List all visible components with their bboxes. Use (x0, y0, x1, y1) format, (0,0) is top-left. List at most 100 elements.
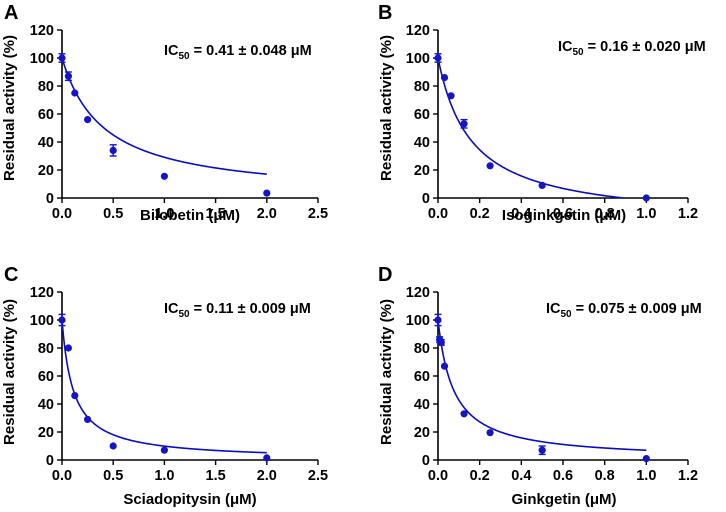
data-point (440, 74, 449, 82)
y-tick-label: 120 (30, 285, 54, 301)
panel-letter: A (4, 2, 18, 24)
data-point (447, 92, 455, 100)
data-point (642, 455, 650, 463)
ic50-value: = 0.16 ± 0.020 μM (584, 39, 706, 55)
data-point (71, 392, 79, 400)
panel-c: C IC50 = 0.11 ± 0.009 μM Residual activi… (1, 264, 328, 508)
data-point (84, 116, 92, 124)
data-point (440, 362, 449, 370)
y-tick-label: 80 (414, 341, 430, 357)
y-tick-label: 60 (38, 369, 54, 385)
x-tick-label: 1.2 (678, 468, 698, 484)
x-tick-label: 0.0 (428, 206, 448, 222)
x-tick-label: 0.8 (595, 206, 615, 222)
ic50-subscript: 50 (179, 309, 191, 320)
x-tick-label: 2.0 (257, 468, 277, 484)
data-point (538, 446, 546, 454)
x-tick-label: 1.5 (206, 206, 226, 222)
data-point (538, 181, 546, 189)
ic50-prefix: IC (164, 301, 179, 317)
x-tick-label: 0.4 (511, 468, 531, 484)
y-tick-label: 120 (406, 23, 430, 39)
y-axis-label: Residual activity (%) (1, 299, 18, 445)
data-point (160, 172, 168, 180)
x-tick-label: 1.5 (206, 468, 226, 484)
fit-curve (437, 57, 623, 199)
ic50-subscript: 50 (561, 309, 573, 320)
y-axis-label: Residual activity (%) (378, 35, 395, 181)
x-tick-label: 1.2 (678, 206, 698, 222)
x-tick-label: 0.0 (428, 468, 448, 484)
y-tick-label: 80 (38, 79, 54, 95)
x-tick-label: 1.0 (154, 206, 174, 222)
x-tick-label: 0.6 (553, 206, 573, 222)
y-tick-label: 80 (38, 341, 54, 357)
x-tick-label: 0.4 (511, 206, 531, 222)
panel-a: A IC50 = 0.41 ± 0.048 μM Residual activi… (1, 2, 328, 224)
x-axis-label: Ginkgetin (μM) (512, 491, 617, 508)
ic50-prefix: IC (546, 301, 561, 317)
y-tick-label: 60 (414, 107, 430, 123)
y-tick-label: 40 (38, 135, 54, 151)
y-tick-label: 20 (414, 425, 430, 441)
x-tick-label: 2.5 (308, 206, 328, 222)
y-tick-label: 100 (30, 51, 54, 67)
x-tick-label: 0.2 (470, 468, 490, 484)
y-tick-label: 120 (406, 285, 430, 301)
x-tick-label: 0.2 (470, 206, 490, 222)
data-point (160, 446, 168, 454)
data-point (64, 72, 72, 80)
x-tick-label: 2.0 (257, 206, 277, 222)
ic50-prefix: IC (558, 39, 573, 55)
y-tick-label: 100 (406, 313, 430, 329)
data-point (460, 120, 468, 128)
data-point (84, 415, 92, 423)
data-point (263, 454, 271, 462)
ic50-annotation: IC50 = 0.075 ± 0.009 μM (546, 301, 702, 320)
fit-curve (61, 319, 267, 454)
data-point (263, 189, 271, 197)
y-tick-label: 20 (38, 425, 54, 441)
y-tick-label: 0 (46, 191, 54, 207)
x-axis-label: Isoginkgetin (μM) (502, 207, 626, 224)
ic50-value: = 0.11 ± 0.009 μM (190, 301, 311, 317)
panel-letter: C (4, 264, 18, 286)
y-tick-label: 40 (414, 135, 430, 151)
x-tick-label: 0.0 (52, 468, 72, 484)
y-tick-label: 0 (422, 453, 430, 469)
y-tick-label: 40 (414, 397, 430, 413)
ic50-subscript: 50 (573, 47, 585, 58)
x-tick-label: 0.5 (103, 206, 123, 222)
y-tick-label: 120 (30, 23, 54, 39)
panel-letter: B (378, 2, 392, 24)
ic50-value: = 0.41 ± 0.048 μM (190, 43, 312, 59)
data-point (434, 316, 442, 324)
y-tick-label: 100 (30, 313, 54, 329)
ic50-prefix: IC (164, 43, 179, 59)
data-point (486, 429, 494, 437)
ic50-subscript: 50 (179, 51, 191, 62)
data-point (437, 338, 445, 346)
ic50-annotation: IC50 = 0.41 ± 0.048 μM (164, 43, 312, 62)
panel-letter: D (378, 264, 392, 286)
fit-curve (61, 57, 267, 175)
y-tick-label: 20 (414, 163, 430, 179)
panel-d: D IC50 = 0.075 ± 0.009 μM Residual activ… (378, 264, 702, 508)
y-tick-label: 100 (406, 51, 430, 67)
data-point (434, 54, 442, 62)
y-tick-label: 20 (38, 163, 54, 179)
data-point (58, 316, 66, 324)
data-point (460, 410, 468, 418)
data-point (486, 162, 494, 170)
data-point (71, 89, 79, 97)
data-point (64, 344, 72, 352)
ic50-value: = 0.075 ± 0.009 μM (572, 301, 702, 317)
x-tick-label: 1.0 (636, 206, 656, 222)
x-tick-label: 0.6 (553, 468, 573, 484)
x-axis-label: Sciadopitysin (μM) (123, 491, 256, 508)
x-tick-label: 2.5 (308, 468, 328, 484)
x-tick-label: 1.0 (154, 468, 174, 484)
y-axis-label: Residual activity (%) (1, 35, 18, 181)
x-tick-label: 1.0 (636, 468, 656, 484)
